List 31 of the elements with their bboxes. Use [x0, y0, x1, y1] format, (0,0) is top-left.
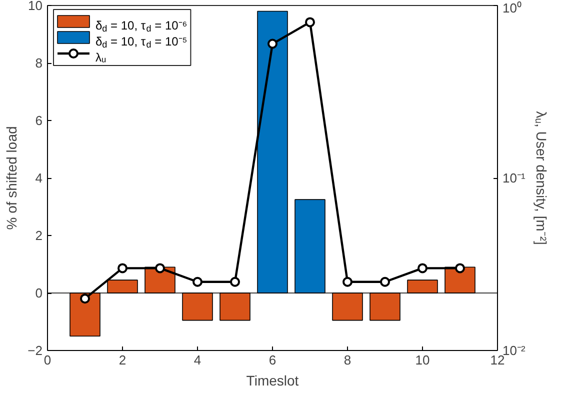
y-axis-title: % of shifted load	[4, 126, 20, 230]
point	[268, 38, 278, 49]
x-tick-label: 2	[118, 352, 126, 368]
legend-label: λᵤ	[96, 50, 106, 64]
y-tick-label: 4	[35, 170, 43, 186]
point	[342, 276, 352, 287]
point	[192, 276, 202, 287]
point	[230, 276, 240, 287]
y-tick-label: 10	[28, 0, 43, 13]
y-tick-label: 2	[35, 228, 43, 243]
x-tick-label: 12	[490, 352, 505, 368]
point	[455, 263, 465, 274]
y2-tick-label: 10⁻¹	[502, 170, 526, 186]
x-tick-label: 8	[344, 352, 352, 368]
x-tick-label: 10	[415, 352, 430, 368]
point	[380, 276, 390, 287]
point	[305, 17, 315, 28]
y2-tick-label: 10⁰	[502, 0, 522, 16]
x-axis-title: Timeslot	[246, 372, 299, 388]
point	[80, 294, 90, 304]
x-tick-label: 4	[194, 352, 202, 368]
point	[418, 263, 428, 274]
y2-tick-label: 10⁻²	[502, 343, 526, 358]
y-tick-label: 8	[35, 56, 43, 70]
y-tick-label: 0	[35, 286, 43, 300]
point	[118, 263, 128, 274]
y-tick-label: −2	[28, 343, 43, 358]
y-tick-label: 6	[35, 113, 43, 128]
point	[155, 263, 165, 274]
x-tick-label: 6	[268, 352, 276, 368]
y2-axis-title: λᵤ, User density, [m⁻²]	[533, 111, 550, 245]
